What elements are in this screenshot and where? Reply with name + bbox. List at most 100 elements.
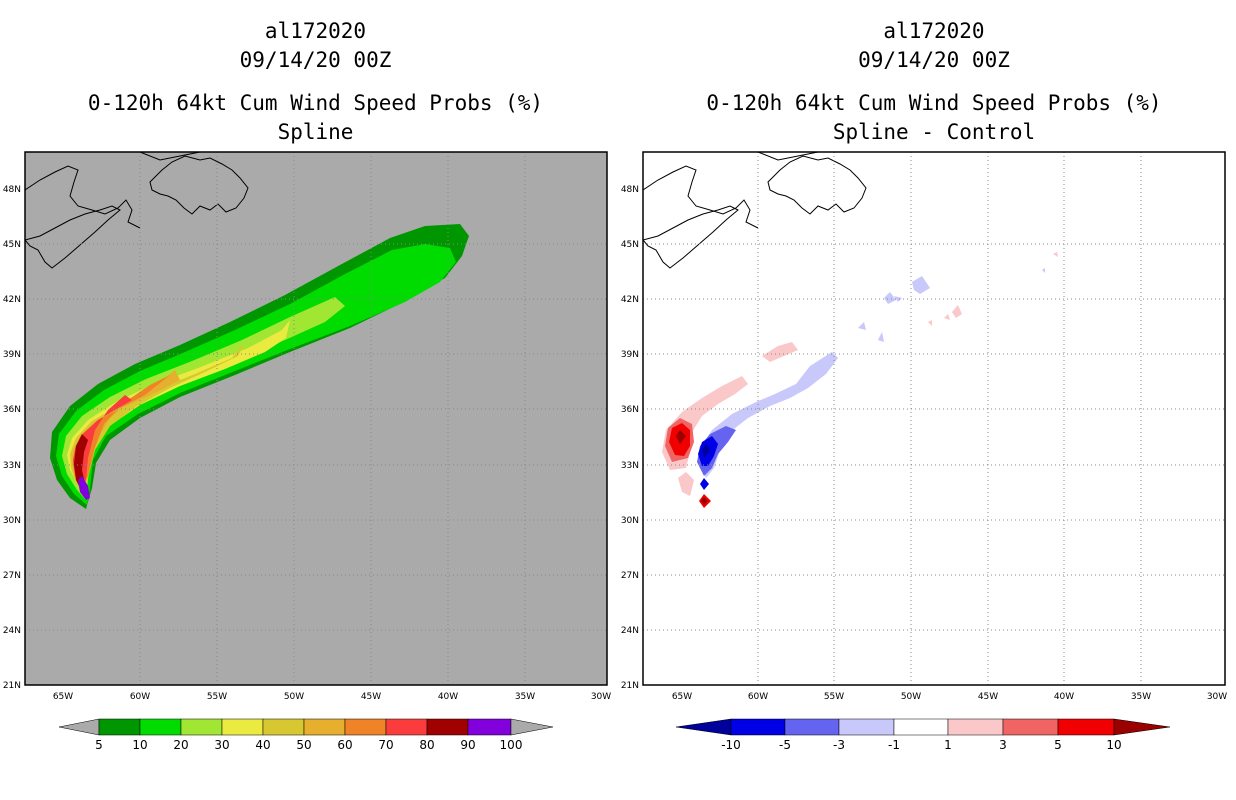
left-gridlines <box>25 152 607 685</box>
right-lon-label: 60W <box>748 692 768 702</box>
right-colorbar-box <box>784 718 840 736</box>
right-colorbar-label: -5 <box>779 738 791 752</box>
diff-positive-1 <box>944 314 950 320</box>
left-colorbar-label: 100 <box>500 738 523 752</box>
right-colorbar-high-arrow <box>1113 718 1171 736</box>
right-coastlines <box>643 152 867 269</box>
coastline-labrador <box>757 152 819 161</box>
right-storm-id: al172020 <box>883 19 985 43</box>
left-lat-label: 42N <box>3 295 21 305</box>
diff-positive-1 <box>1053 252 1058 257</box>
right-lat-label: 21N <box>621 681 639 691</box>
right-lat-label: 30N <box>621 516 639 526</box>
left-colorbar-box <box>467 718 512 736</box>
left-colorbar-box <box>385 718 428 736</box>
right-lon-axis: 65W 60W 55W 50W 45W 40W 35W 30W <box>672 692 1227 702</box>
left-colorbar-box <box>303 718 346 736</box>
diff-negative-1 <box>912 276 930 294</box>
left-lat-label: 30N <box>3 516 21 526</box>
left-colorbar-label: 80 <box>419 738 434 752</box>
swath-contour-90 <box>78 476 90 500</box>
left-lon-label: 55W <box>207 692 227 702</box>
diff-positive-1 <box>678 472 694 496</box>
left-lon-label: 65W <box>53 692 73 702</box>
right-lon-label: 65W <box>672 692 692 702</box>
left-product-title: 0-120h 64kt Cum Wind Speed Probs (%) <box>87 91 544 115</box>
left-colorbar-label: 70 <box>378 738 393 752</box>
swath-contour-30 <box>67 320 290 494</box>
left-lat-label: 48N <box>3 185 21 195</box>
left-colorbar-label: 40 <box>255 738 270 752</box>
left-colorbar-label: 10 <box>132 738 147 752</box>
right-lon-label: 35W <box>1131 692 1151 702</box>
left-subtitle: Spline <box>277 120 354 144</box>
left-colorbar-box <box>139 718 182 736</box>
left-lat-label: 21N <box>3 681 21 691</box>
left-lat-axis: 48N 45N 42N 39N 36N 33N 30N 27N 24N 21N <box>3 185 21 691</box>
right-lat-label: 24N <box>621 626 639 636</box>
diff-negative-1 <box>878 332 884 342</box>
diff-positive-1 <box>928 320 932 326</box>
right-lat-label: 36N <box>621 405 639 415</box>
right-colorbar-label: -1 <box>888 738 900 752</box>
right-lon-label: 30W <box>1207 692 1227 702</box>
left-lat-label: 39N <box>3 350 21 360</box>
right-colorbar-box <box>730 718 786 736</box>
diff-negative-10 <box>702 444 710 458</box>
left-colorbar-label: 50 <box>296 738 311 752</box>
coastline-newfoundland <box>767 155 867 215</box>
left-storm-id: al172020 <box>264 19 367 43</box>
right-map-frame <box>642 151 1226 686</box>
coastline-gulf-st-lawrence <box>643 165 759 229</box>
left-colorbar-high-arrow <box>510 718 554 736</box>
left-map-frame <box>24 151 608 686</box>
left-lon-label: 50W <box>284 692 304 702</box>
left-probability-swath <box>50 224 469 509</box>
diff-negative-1 <box>858 322 866 330</box>
right-lat-label: 48N <box>621 185 639 195</box>
coastline-labrador <box>139 152 201 161</box>
left-colorbar: 5 10 20 30 40 50 60 70 80 90 100 <box>58 718 554 752</box>
right-datetime: 09/14/20 00Z <box>858 48 1010 72</box>
right-colorbar-box <box>947 718 1004 736</box>
diff-negative-5 <box>700 478 709 490</box>
left-colorbar-label: 60 <box>337 738 352 752</box>
right-lat-label: 27N <box>621 571 639 581</box>
right-colorbar-box <box>838 718 895 736</box>
left-colorbar-box <box>180 718 223 736</box>
right-colorbar-box <box>893 718 949 736</box>
right-colorbar-label: 5 <box>1054 738 1062 752</box>
right-product-title: 0-120h 64kt Cum Wind Speed Probs (%) <box>706 91 1162 115</box>
left-lon-label: 30W <box>591 692 611 702</box>
right-lat-label: 39N <box>621 350 639 360</box>
left-lon-label: 35W <box>515 692 535 702</box>
left-map-panel: 65W 60W 55W 50W 45W 40W 35W 30W 48N 45N … <box>3 151 611 702</box>
left-colorbar-box <box>426 718 469 736</box>
right-subtitle: Spline - Control <box>832 120 1036 144</box>
right-colorbar: -10 -5 -3 -1 1 3 5 10 <box>675 718 1171 752</box>
left-colorbar-label: 5 <box>95 738 103 752</box>
left-lat-label: 45N <box>3 240 21 250</box>
right-colorbar-label: -10 <box>721 738 741 752</box>
left-lat-label: 33N <box>3 461 21 471</box>
left-lat-label: 24N <box>3 626 21 636</box>
right-lat-label: 33N <box>621 461 639 471</box>
left-lon-axis: 65W 60W 55W 50W 45W 40W 35W 30W <box>53 692 611 702</box>
right-colorbar-label: -3 <box>833 738 845 752</box>
diff-positive-10 <box>676 430 686 444</box>
right-difference-field <box>662 252 1058 508</box>
swath-contour-10 <box>56 244 456 505</box>
left-colorbar-box <box>262 718 305 736</box>
coastline-newfoundland <box>149 155 249 215</box>
right-lat-axis: 48N 45N 42N 39N 36N 33N 30N 27N 24N 21N <box>621 185 639 691</box>
swath-contour-80 <box>74 434 88 494</box>
left-colorbar-box <box>344 718 387 736</box>
left-datetime: 09/14/20 00Z <box>239 48 392 72</box>
left-lon-label: 45W <box>361 692 381 702</box>
left-colorbar-label: 30 <box>214 738 229 752</box>
coastline-gulf-st-lawrence <box>25 165 141 229</box>
left-colorbar-label: 90 <box>460 738 475 752</box>
left-lon-label: 60W <box>130 692 150 702</box>
left-coastlines <box>25 152 249 269</box>
